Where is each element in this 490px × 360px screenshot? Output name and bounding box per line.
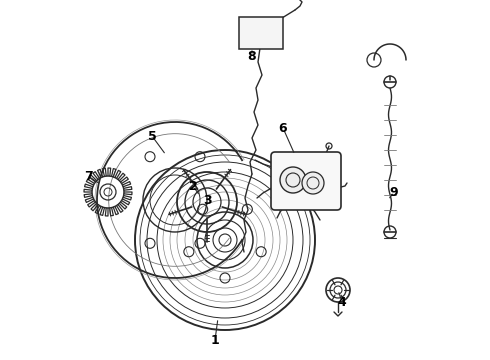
Circle shape (280, 167, 306, 193)
Text: 4: 4 (338, 296, 346, 309)
Text: 8: 8 (247, 50, 256, 63)
Text: 2: 2 (189, 180, 197, 193)
Text: 6: 6 (279, 122, 287, 135)
FancyBboxPatch shape (239, 17, 283, 49)
Text: 1: 1 (211, 333, 220, 346)
FancyBboxPatch shape (271, 152, 341, 210)
Text: 5: 5 (147, 130, 156, 143)
Text: 7: 7 (84, 170, 93, 183)
Text: 9: 9 (390, 185, 398, 198)
Text: 3: 3 (203, 194, 211, 207)
Circle shape (302, 172, 324, 194)
